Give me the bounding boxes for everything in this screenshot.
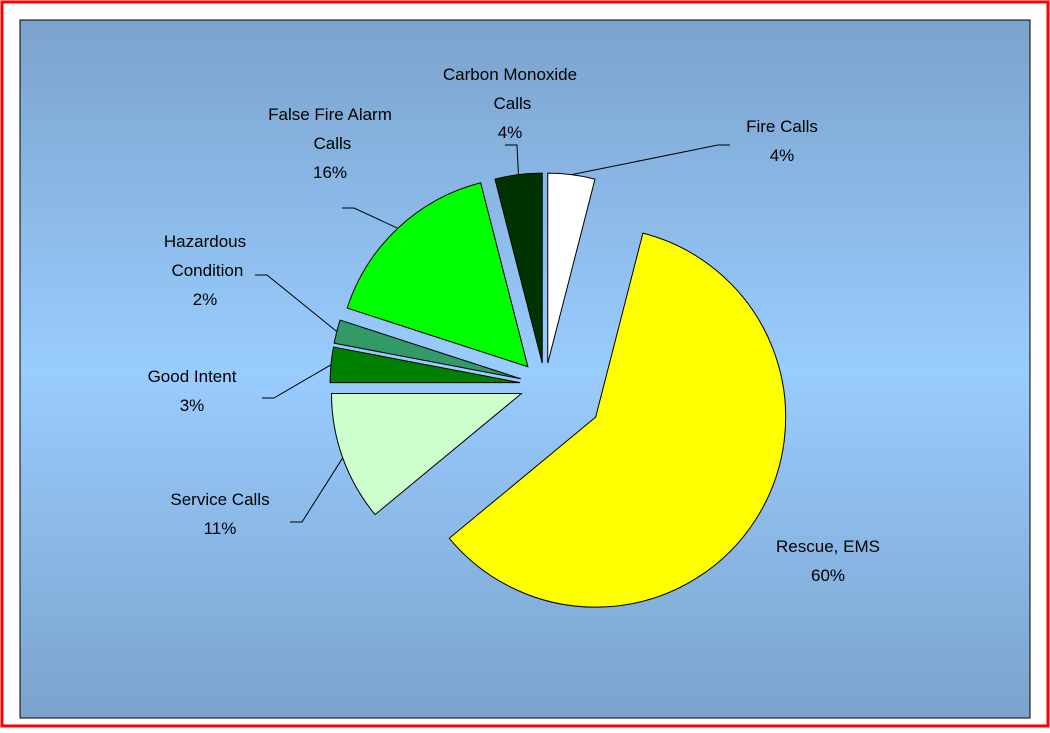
slice-label: Service Calls 11% (170, 490, 269, 538)
pie-slice (346, 182, 529, 368)
slice-label: Good Intent 3% (148, 367, 237, 415)
slice-percent: 3% (180, 396, 205, 415)
slice-percent: 11% (204, 519, 237, 538)
slice-label: Hazardous Condition 2% (164, 232, 246, 309)
slice-percent: 16% (313, 163, 347, 182)
slice-name: False Fire Alarm Calls (268, 105, 392, 153)
plot-area (19, 19, 1031, 719)
slice-label: False Fire Alarm Calls 16% (268, 105, 392, 182)
leader-line (290, 457, 344, 523)
slice-label: Fire Calls 4% (746, 117, 818, 165)
slice-percent: 4% (498, 123, 523, 142)
leader-line (262, 364, 332, 399)
slice-name-line: Rescue, EMS (776, 537, 880, 556)
slice-name-line: Calls (309, 134, 352, 153)
slice-percent: 60% (811, 566, 845, 585)
slice-name: Good Intent (148, 367, 237, 386)
slice-name-line: False Fire Alarm (268, 105, 392, 124)
slice-name-line: Service Calls (170, 490, 269, 509)
pie-slice (547, 172, 596, 364)
leader-line (255, 274, 338, 332)
pie-slice (494, 172, 543, 364)
slice-percent: 2% (193, 290, 218, 309)
pie-slice (448, 232, 787, 608)
slice-name: Service Calls (170, 490, 269, 509)
slice-name: Fire Calls (746, 117, 818, 136)
slice-label: Carbon Monoxide Calls 4% (443, 65, 577, 142)
pie-slice (333, 319, 521, 380)
slice-name-line: Condition (167, 261, 244, 280)
leader-line (342, 207, 399, 229)
slice-name: Hazardous Condition (164, 232, 246, 280)
leader-line (571, 144, 730, 176)
slice-name-line: Calls (489, 94, 532, 113)
slice-label: Rescue, EMS 60% (776, 537, 880, 585)
leader-line (505, 144, 519, 175)
slice-name-line: Fire Calls (746, 117, 818, 136)
slice-name-line: Carbon Monoxide (443, 65, 577, 84)
slice-name-line: Hazardous (164, 232, 246, 251)
slice-name: Carbon Monoxide Calls (443, 65, 577, 113)
pie-slice (330, 392, 523, 516)
slice-name-line: Good Intent (148, 367, 237, 386)
slice-percent: 4% (770, 146, 795, 165)
slice-name: Rescue, EMS (776, 537, 880, 556)
